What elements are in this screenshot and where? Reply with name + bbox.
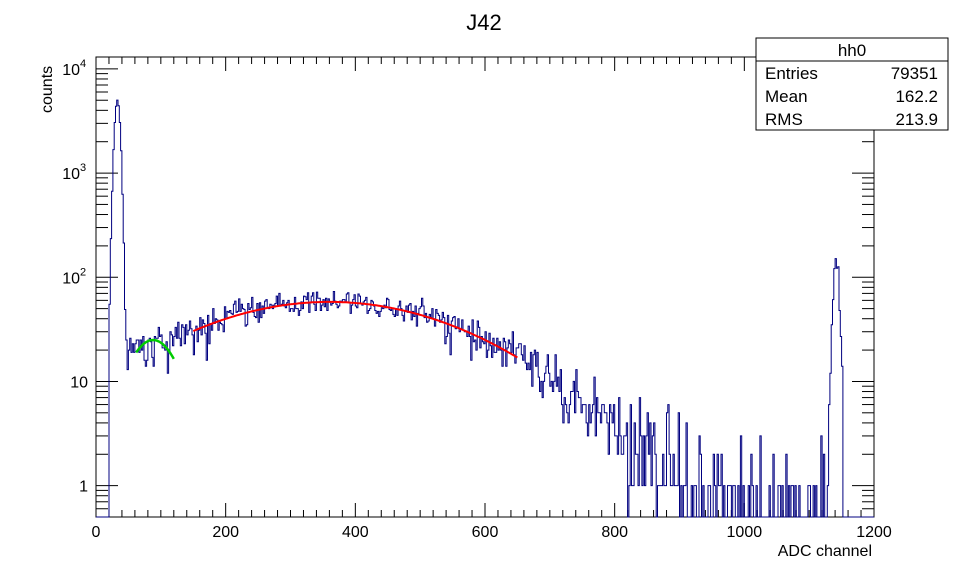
stats-box: hh0 Entries 79351 Mean 162.2 RMS 213.9 xyxy=(755,37,949,131)
stats-entries-value: 79351 xyxy=(891,64,938,83)
histogram-series xyxy=(96,99,874,518)
x-tick-label: 1000 xyxy=(727,524,763,541)
chart-title: J42 xyxy=(466,10,501,35)
y-tick-label: 10 xyxy=(62,62,80,79)
x-tick-label: 1200 xyxy=(856,524,892,541)
fit-curve-low xyxy=(135,338,175,360)
x-tick-label: 600 xyxy=(472,524,499,541)
y-tick-exponent: 3 xyxy=(80,162,86,174)
stats-rms-value: 213.9 xyxy=(895,110,938,129)
x-tick-label: 400 xyxy=(342,524,369,541)
y-tick-label: 1 xyxy=(79,479,88,496)
stats-mean-value: 162.2 xyxy=(895,87,938,106)
x-axis-label: ADC channel xyxy=(778,543,872,560)
x-tick-label: 200 xyxy=(212,524,239,541)
y-tick-label: 10 xyxy=(70,374,88,391)
stats-box-title: hh0 xyxy=(838,41,866,60)
x-tick-label: 0 xyxy=(92,524,101,541)
stats-mean-label: Mean xyxy=(765,87,808,106)
y-tick-label: 10 xyxy=(62,166,80,183)
stats-entries-label: Entries xyxy=(765,64,818,83)
y-tick-exponent: 4 xyxy=(80,58,86,70)
y-tick-label: 10 xyxy=(62,270,80,287)
y-axis-label: counts xyxy=(39,66,56,113)
y-tick-exponent: 2 xyxy=(80,266,86,278)
stats-rms-label: RMS xyxy=(765,110,803,129)
fit-curve-main xyxy=(192,300,518,359)
x-tick-labels: 0 200 400 600 800 1000 1200 xyxy=(92,524,892,541)
x-tick-label: 800 xyxy=(601,524,628,541)
